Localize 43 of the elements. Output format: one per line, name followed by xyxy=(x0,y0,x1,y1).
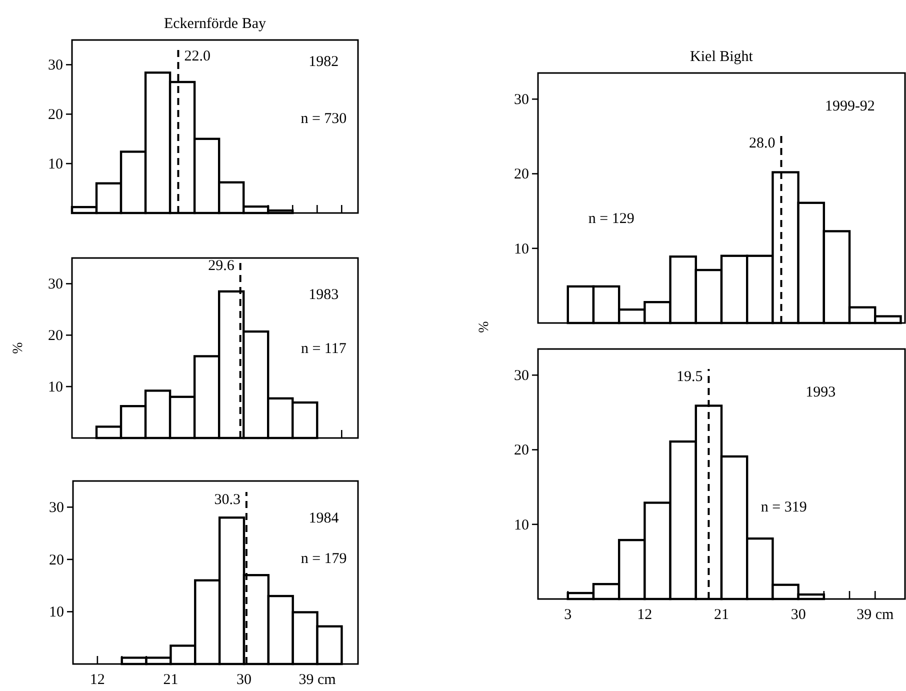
y-tick-label: 20 xyxy=(49,552,64,568)
ref-line-label: 28.0 xyxy=(748,136,776,152)
y-tick-label: 30 xyxy=(514,92,529,108)
annotation: n = 117 xyxy=(300,341,347,357)
y-tick-label: 20 xyxy=(48,328,63,344)
y-axis-title: % xyxy=(477,320,492,333)
x-tick-label: 21 xyxy=(714,607,729,623)
x-tick-label: 30 xyxy=(790,607,806,623)
annotation: n = 730 xyxy=(300,110,347,127)
y-axis-title: % xyxy=(11,342,26,354)
annotation: n = 129 xyxy=(588,211,634,227)
y-tick-label: 10 xyxy=(48,156,63,173)
annotation: 1983 xyxy=(308,287,339,303)
x-tick-label: 21 xyxy=(163,672,178,688)
y-tick-label: 20 xyxy=(514,166,529,183)
y-tick-label: 10 xyxy=(514,517,529,534)
annotation: n = 319 xyxy=(760,500,807,516)
y-tick-label: 10 xyxy=(48,380,63,396)
x-tick-label: 12 xyxy=(637,607,652,623)
annotation: n = 179 xyxy=(300,550,347,567)
annotation: 1984 xyxy=(308,510,340,527)
x-tick-label: 30 xyxy=(236,672,252,688)
ref-line-label: 19.5 xyxy=(676,369,703,385)
y-tick-label: 10 xyxy=(49,604,64,621)
ref-line-label: 29.6 xyxy=(208,258,235,274)
annotation: 1982 xyxy=(308,54,339,70)
y-tick-label: 30 xyxy=(48,276,63,293)
y-tick-label: 10 xyxy=(514,241,529,258)
ref-line-label: 22.0 xyxy=(184,48,210,65)
chart-title: Kiel Bight xyxy=(690,49,754,65)
chart-title: Eckernförde Bay xyxy=(164,16,267,32)
x-tick-label: 39 cm xyxy=(298,672,336,688)
ref-line-label: 30.3 xyxy=(214,492,240,508)
x-tick-label: 12 xyxy=(90,672,105,688)
y-tick-label: 20 xyxy=(514,442,529,459)
x-tick-label: 39 cm xyxy=(856,607,894,623)
annotation: 1999-92 xyxy=(824,98,875,114)
y-tick-label: 30 xyxy=(48,58,63,74)
y-tick-label: 30 xyxy=(49,500,64,516)
y-tick-label: 30 xyxy=(514,368,529,384)
annotation: 1993 xyxy=(806,384,836,400)
x-tick-label: 3 xyxy=(564,607,572,623)
y-tick-label: 20 xyxy=(48,107,63,124)
